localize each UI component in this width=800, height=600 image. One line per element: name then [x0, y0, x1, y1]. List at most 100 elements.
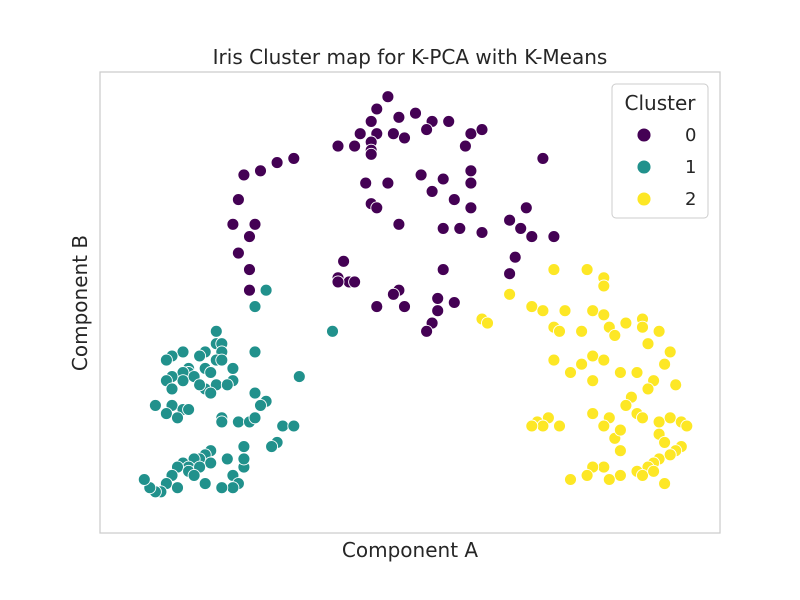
cluster-0-point-30	[464, 176, 478, 190]
cluster-0-point-39	[514, 221, 528, 235]
cluster-2-point-3	[597, 279, 611, 293]
cluster-1-point-46	[248, 411, 262, 425]
cluster-0-point-53	[436, 263, 450, 277]
cluster-1-point-33	[165, 382, 179, 396]
cluster-0-point-36	[464, 201, 478, 215]
cluster-2-point-68	[602, 473, 616, 486]
cluster-0-point-26	[414, 168, 428, 182]
cluster-0-point-65	[431, 304, 445, 318]
cluster-0-point-52	[243, 263, 256, 277]
cluster-1-point-25	[204, 366, 218, 379]
cluster-0-point-1	[370, 102, 384, 116]
cluster-2-point-64	[536, 419, 550, 433]
legend-box	[611, 83, 709, 219]
legend-marker-1	[636, 159, 652, 175]
cluster-0-point-11	[420, 123, 434, 137]
cluster-0-point-13	[475, 123, 489, 137]
cluster-1-point-40	[171, 411, 184, 425]
points-layer	[137, 90, 694, 499]
cluster-2-point-23	[658, 357, 672, 371]
cluster-0-point-5	[442, 114, 456, 128]
legend-marker-0	[636, 127, 652, 143]
cluster-2-point-31	[630, 366, 644, 379]
cluster-1-point-39	[159, 407, 173, 421]
cluster-0-point-28	[359, 176, 373, 190]
legend-label-0: 0	[685, 125, 696, 146]
cluster-1-point-67	[204, 456, 218, 470]
cluster-2-point-65	[525, 419, 539, 433]
cluster-2-point-44	[680, 419, 694, 433]
cluster-1-point-35	[254, 398, 267, 412]
cluster-2-point-66	[580, 468, 594, 482]
cluster-1-point-14	[159, 353, 173, 367]
cluster-2-point-28	[564, 366, 577, 379]
legend: Cluster 0 1 2	[611, 83, 709, 219]
cluster-2-point-36	[619, 398, 633, 412]
cluster-2-point-5	[525, 300, 539, 314]
cluster-0-point-48	[243, 230, 256, 244]
cluster-0-point-20	[270, 156, 284, 170]
cluster-2-point-72	[658, 477, 672, 491]
cluster-2-point-8	[586, 304, 600, 318]
cluster-2-point-15	[481, 316, 494, 330]
cluster-1-point-43	[215, 415, 229, 429]
cluster-2-point-30	[613, 366, 627, 379]
cluster-2-point-18	[575, 324, 589, 338]
cluster-1-point-36	[148, 398, 162, 412]
cluster-1-point-51	[237, 440, 251, 454]
cluster-1-point-9	[248, 345, 262, 359]
cluster-1-point-44	[231, 415, 245, 429]
cluster-1-point-50	[265, 440, 279, 454]
cluster-2-point-20	[608, 328, 622, 342]
cluster-0-point-42	[453, 221, 467, 235]
cluster-1-point-1	[248, 300, 262, 314]
cluster-2-point-26	[575, 357, 589, 371]
cluster-2-point-0	[547, 263, 561, 277]
cluster-0-point-45	[475, 226, 489, 239]
cluster-2-point-55	[597, 460, 611, 474]
cluster-2-point-33	[669, 378, 683, 392]
cluster-0-point-47	[547, 230, 561, 244]
cluster-1-point-75	[215, 481, 229, 495]
cluster-0-point-15	[348, 139, 362, 153]
cluster-0-point-66	[398, 300, 411, 314]
cluster-2-point-9	[597, 308, 611, 322]
cluster-2-point-59	[613, 423, 627, 437]
cluster-1-point-11	[193, 349, 207, 363]
cluster-2-point-40	[636, 411, 649, 425]
cluster-1-point-22	[176, 374, 190, 388]
cluster-0-point-18	[364, 147, 378, 161]
cluster-0-point-35	[447, 193, 461, 207]
cluster-0-point-6	[364, 114, 378, 128]
cluster-2-point-57	[613, 444, 627, 458]
cluster-1-point-76	[187, 468, 201, 482]
cluster-1-point-7	[176, 345, 190, 359]
cluster-0-point-21	[254, 164, 267, 178]
cluster-1-point-32	[248, 386, 262, 400]
cluster-0-point-27	[436, 172, 450, 186]
cluster-1-point-77	[198, 477, 212, 491]
cluster-0-point-23	[458, 139, 472, 153]
cluster-0-point-57	[348, 275, 362, 289]
cluster-2-point-1	[580, 263, 594, 277]
cluster-2-point-67	[564, 473, 577, 486]
cluster-0-point-25	[464, 164, 478, 178]
cluster-1-point-13	[215, 353, 229, 367]
cluster-0-point-54	[503, 267, 517, 281]
cluster-2-point-46	[658, 435, 672, 449]
cluster-1-point-3	[326, 324, 339, 338]
cluster-2-point-24	[586, 349, 600, 363]
cluster-2-point-6	[536, 304, 550, 318]
cluster-0-point-2	[409, 106, 422, 120]
cluster-2-point-7	[558, 304, 572, 318]
cluster-0-point-63	[370, 300, 384, 314]
cluster-1-point-74	[226, 481, 240, 495]
cluster-1-point-41	[182, 403, 196, 416]
cluster-0-point-38	[503, 213, 517, 227]
cluster-2-point-11	[652, 324, 666, 338]
cluster-0-point-32	[231, 193, 245, 207]
cluster-1-point-71	[237, 452, 251, 466]
legend-title: Cluster	[625, 91, 697, 115]
cluster-1-point-47	[276, 419, 290, 433]
